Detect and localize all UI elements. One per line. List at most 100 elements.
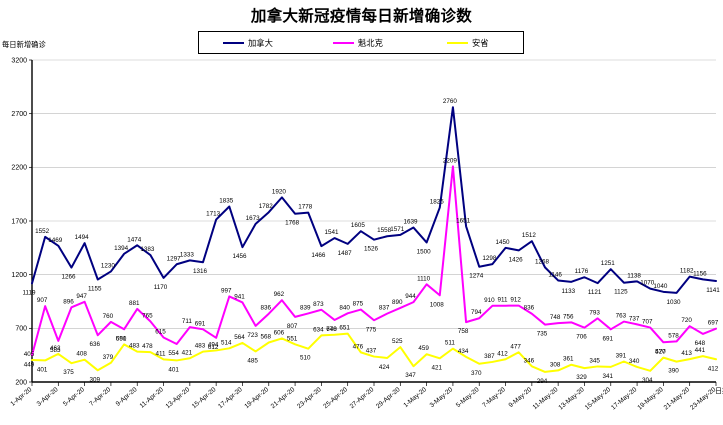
svg-text:391: 391: [616, 353, 627, 360]
svg-text:9-May-20: 9-May-20: [508, 386, 534, 409]
svg-text:1156: 1156: [693, 270, 707, 277]
svg-text:760: 760: [103, 313, 114, 320]
svg-text:1176: 1176: [575, 268, 589, 275]
svg-text:1494: 1494: [75, 234, 90, 241]
svg-text:837: 837: [379, 305, 390, 312]
svg-text:21-Apr-20: 21-Apr-20: [270, 386, 297, 410]
svg-text:424: 424: [379, 364, 390, 371]
svg-text:1778: 1778: [298, 204, 313, 211]
svg-text:944: 944: [405, 293, 416, 300]
svg-text:748: 748: [550, 314, 561, 321]
svg-text:304: 304: [642, 377, 653, 384]
svg-text:370: 370: [471, 370, 482, 377]
svg-text:23-May-20: 23-May-20: [689, 386, 718, 412]
svg-text:13-Apr-20: 13-Apr-20: [164, 386, 191, 410]
svg-text:200: 200: [15, 379, 27, 386]
svg-text:1121: 1121: [588, 289, 602, 296]
svg-text:1526: 1526: [364, 246, 379, 253]
svg-text:1768: 1768: [285, 220, 300, 227]
svg-text:840: 840: [339, 304, 350, 311]
svg-text:1146: 1146: [548, 271, 562, 278]
svg-text:912: 912: [510, 297, 521, 304]
svg-text:401: 401: [168, 366, 179, 373]
svg-text:25-Apr-20: 25-Apr-20: [322, 386, 349, 410]
svg-text:1333: 1333: [180, 251, 195, 258]
svg-text:361: 361: [563, 356, 574, 363]
svg-text:1713: 1713: [206, 211, 221, 218]
svg-text:707: 707: [642, 319, 653, 326]
svg-text:706: 706: [576, 334, 587, 341]
svg-text:1230: 1230: [101, 262, 116, 269]
svg-text:941: 941: [234, 293, 245, 300]
svg-text:日期: 日期: [715, 387, 723, 395]
svg-text:412: 412: [497, 350, 508, 357]
svg-text:564: 564: [234, 334, 245, 341]
svg-text:3200: 3200: [11, 57, 27, 64]
svg-text:478: 478: [142, 343, 153, 350]
svg-text:554: 554: [168, 350, 179, 357]
svg-text:23-Apr-20: 23-Apr-20: [296, 386, 323, 410]
svg-text:794: 794: [471, 309, 482, 316]
svg-text:434: 434: [458, 348, 469, 355]
svg-text:449: 449: [24, 361, 35, 368]
svg-text:911: 911: [498, 297, 509, 304]
svg-text:412: 412: [708, 365, 719, 372]
svg-text:1605: 1605: [351, 222, 366, 229]
svg-text:29-Apr-20: 29-Apr-20: [375, 386, 402, 410]
svg-text:483: 483: [129, 343, 140, 350]
svg-text:1-May-20: 1-May-20: [402, 386, 428, 409]
svg-text:2760: 2760: [443, 98, 458, 105]
svg-text:875: 875: [353, 301, 364, 308]
svg-text:5-May-20: 5-May-20: [455, 386, 481, 409]
svg-text:1835: 1835: [219, 198, 234, 205]
svg-text:568: 568: [261, 334, 272, 341]
svg-text:329: 329: [576, 374, 587, 381]
svg-text:1030: 1030: [667, 299, 682, 306]
svg-text:691: 691: [195, 320, 206, 327]
svg-text:1008: 1008: [430, 301, 445, 308]
svg-text:483: 483: [195, 343, 206, 350]
svg-text:636: 636: [90, 341, 101, 348]
svg-text:1119: 1119: [22, 289, 36, 296]
svg-text:907: 907: [37, 297, 48, 304]
svg-text:421: 421: [182, 349, 193, 356]
svg-text:510: 510: [300, 355, 311, 362]
svg-text:401: 401: [37, 366, 48, 373]
svg-text:1500: 1500: [417, 248, 432, 255]
svg-text:15-May-20: 15-May-20: [584, 386, 613, 412]
svg-text:341: 341: [603, 373, 614, 380]
svg-text:1487: 1487: [338, 250, 353, 257]
svg-text:1782: 1782: [259, 203, 274, 210]
svg-text:836: 836: [261, 305, 272, 312]
svg-text:2209: 2209: [443, 157, 458, 164]
svg-text:756: 756: [563, 313, 574, 320]
svg-text:477: 477: [510, 343, 521, 350]
svg-text:511: 511: [445, 340, 456, 347]
svg-text:485: 485: [247, 357, 258, 364]
svg-text:19-Apr-20: 19-Apr-20: [243, 386, 270, 410]
svg-text:962: 962: [274, 291, 285, 298]
svg-text:1274: 1274: [469, 273, 484, 280]
svg-text:723: 723: [247, 332, 258, 339]
svg-text:375: 375: [63, 369, 74, 376]
svg-text:1298: 1298: [482, 255, 497, 262]
svg-text:1170: 1170: [154, 284, 168, 291]
svg-text:775: 775: [366, 326, 377, 333]
svg-text:1138: 1138: [627, 272, 641, 279]
svg-text:1268: 1268: [535, 258, 550, 265]
svg-text:640: 640: [326, 326, 337, 333]
svg-text:11-Apr-20: 11-Apr-20: [139, 386, 166, 410]
svg-text:1571: 1571: [390, 226, 405, 233]
svg-text:578: 578: [668, 332, 679, 339]
svg-text:1456: 1456: [232, 253, 247, 260]
svg-text:1133: 1133: [562, 288, 576, 295]
svg-text:11-May-20: 11-May-20: [531, 386, 559, 411]
svg-text:494: 494: [208, 341, 219, 348]
svg-text:309: 309: [90, 376, 101, 383]
svg-text:873: 873: [313, 301, 324, 308]
svg-text:836: 836: [524, 305, 535, 312]
svg-text:1266: 1266: [61, 274, 76, 281]
svg-text:1200: 1200: [11, 272, 27, 279]
svg-text:441: 441: [695, 347, 706, 354]
svg-text:735: 735: [537, 331, 548, 338]
